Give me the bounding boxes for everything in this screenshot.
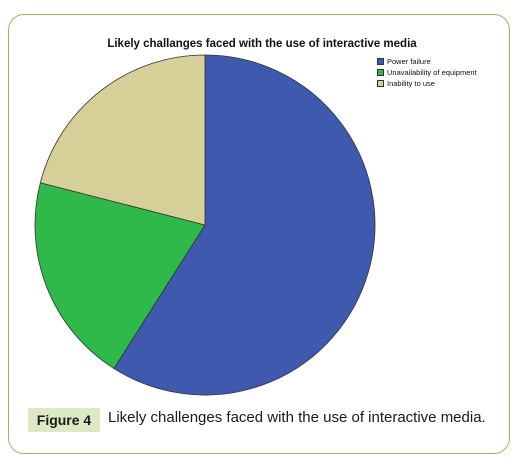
legend-swatch	[377, 58, 384, 65]
figure-label: Figure 4	[28, 408, 100, 432]
legend-swatch	[377, 80, 384, 87]
legend-item-inability: Inability to use	[377, 78, 477, 89]
legend-item-power-failure: Power failure	[377, 56, 477, 67]
legend-label: Inability to use	[387, 79, 435, 88]
legend-label: Unavailability of equipment	[387, 68, 477, 77]
chart-legend: Power failure Unavailability of equipmen…	[377, 56, 477, 89]
slice-inability-to-use	[39, 54, 206, 226]
legend-item-unavailability: Unavailability of equipment	[377, 67, 477, 78]
legend-swatch	[377, 69, 384, 76]
slice-power-failure	[113, 54, 376, 396]
figure-caption: Likely challenges faced with the use of …	[108, 409, 486, 426]
chart-title: Likely challanges faced with the use of …	[107, 38, 417, 50]
legend-label: Power failure	[387, 57, 431, 66]
slice-unavailability-of-equipment	[34, 182, 206, 370]
